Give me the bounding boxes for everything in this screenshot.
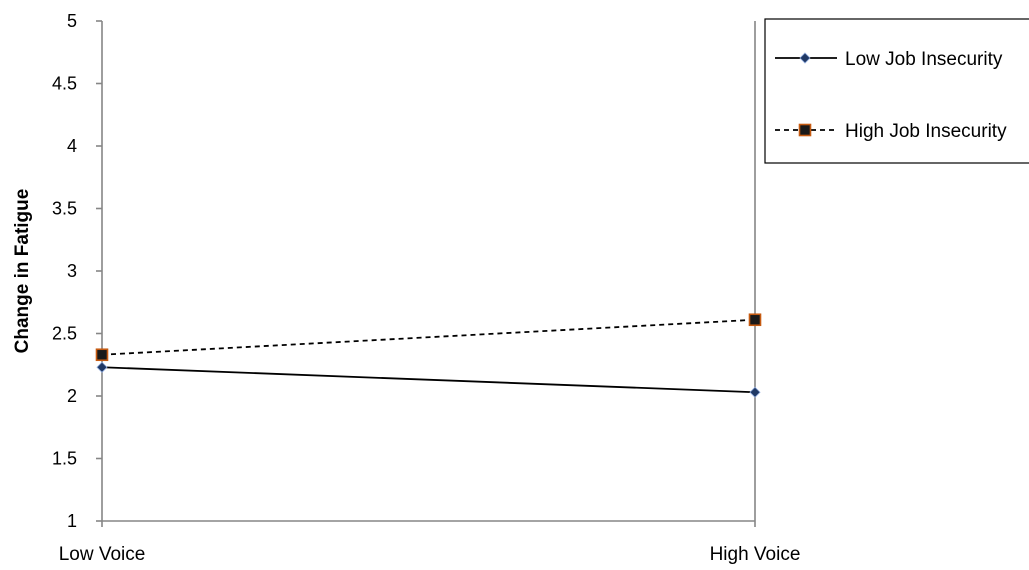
data-point-high-job-insecurity xyxy=(748,313,762,327)
y-tick-label: 3.5 xyxy=(52,199,77,219)
y-tick-label: 2.5 xyxy=(52,324,77,344)
legend-label: High Job Insecurity xyxy=(845,121,1007,142)
legend-marker xyxy=(798,123,812,137)
legend-marker xyxy=(799,52,811,64)
axes-layer: 1 1.5 2 2.5 3 3.5 4 4.5 5 Low Voice High Voice xyxy=(52,11,800,565)
data-point-low-job-insecurity xyxy=(749,386,761,398)
y-tick-label: 4 xyxy=(67,136,77,156)
legend-label: Low Job Insecurity xyxy=(845,49,1003,70)
data-point-low-job-insecurity xyxy=(96,361,108,373)
y-tick-label: 4.5 xyxy=(52,74,77,94)
y-tick-label: 1.5 xyxy=(52,449,77,469)
legend: Low Job Insecurity High Job Insecurity xyxy=(764,18,1029,164)
y-axis-title: Change in Fatigue xyxy=(12,189,33,354)
series-line-high-job-insecurity xyxy=(101,318,756,356)
series-line-low-job-insecurity xyxy=(101,366,756,394)
x-tick-label: Low Voice xyxy=(59,544,146,565)
y-tick-label: 1 xyxy=(67,511,77,531)
series-layer xyxy=(95,313,762,398)
x-tick-label: High Voice xyxy=(710,544,801,565)
legend-box xyxy=(764,18,1029,164)
y-tick-label: 5 xyxy=(67,11,77,31)
y-tick-label: 2 xyxy=(67,386,77,406)
y-tick-label: 3 xyxy=(67,261,77,281)
data-point-high-job-insecurity xyxy=(95,348,109,362)
